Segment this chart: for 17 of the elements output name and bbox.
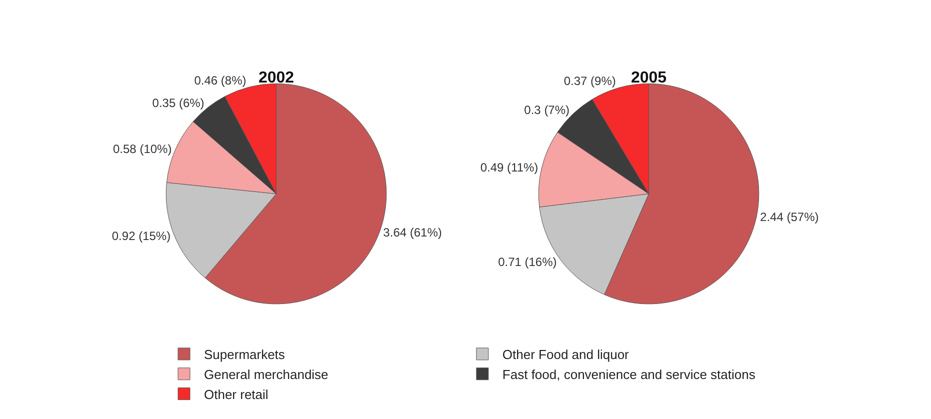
data-label: 3.64 (61%) [383, 226, 442, 240]
data-label: 0.37 (9%) [564, 74, 616, 88]
chart-title: 2002 [258, 70, 294, 87]
data-label: 0.46 (8%) [194, 73, 246, 88]
data-label: 2.44 (57%) [760, 210, 819, 224]
data-label: 0.35 (6%) [152, 96, 204, 110]
data-label: 0.58 (10%) [112, 142, 172, 156]
legend-label: Other Food and liquor [502, 347, 630, 362]
legend-label: General merchandise [204, 366, 328, 382]
legend-label: Other retail [204, 386, 268, 402]
data-label: 0.3 (7%) [524, 103, 570, 118]
chart-title: 2005 [630, 70, 667, 87]
data-label: 0.71 (16%) [498, 254, 557, 269]
data-label: 0.92 (15%) [112, 228, 171, 243]
legend-label: Fast food, convenience and service stations [502, 366, 756, 382]
legend-label: Supermarkets [204, 347, 286, 362]
data-label: 0.49 (11%) [480, 160, 538, 175]
